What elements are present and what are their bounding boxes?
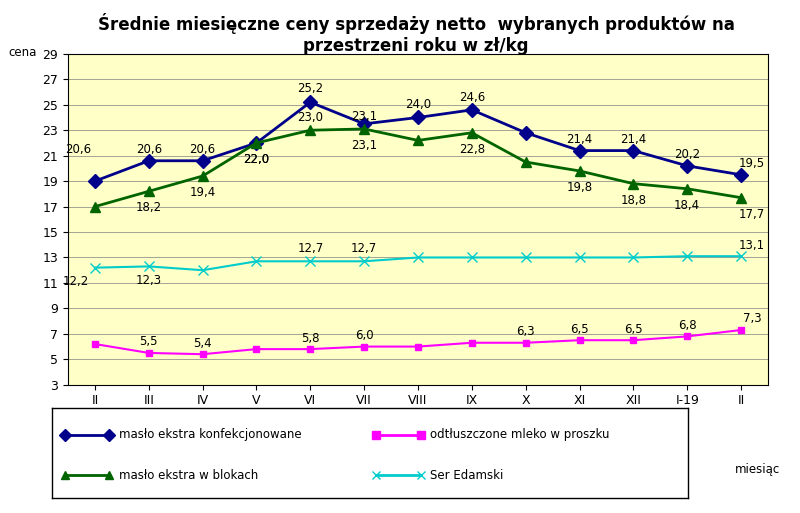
Text: 17,7: 17,7 [739,208,766,221]
Text: 20,6: 20,6 [136,143,162,156]
Text: masło ekstra konfekcjonowane: masło ekstra konfekcjonowane [118,428,302,441]
Text: 12,3: 12,3 [136,274,162,287]
Text: odtłuszczone mleko w proszku: odtłuszczone mleko w proszku [430,428,610,441]
Text: 6,5: 6,5 [570,323,589,336]
Text: 5,4: 5,4 [194,337,212,349]
Text: 21,4: 21,4 [566,133,593,146]
Text: 6,3: 6,3 [516,325,535,338]
Text: Średnie miesięczne ceny sprzedaży netto  wybranych produktów na
przestrzeni roku: Średnie miesięczne ceny sprzedaży netto … [98,13,734,54]
Text: 13,1: 13,1 [739,239,766,251]
Text: 22,8: 22,8 [458,143,485,156]
Text: 19,4: 19,4 [190,186,216,199]
Text: 12,7: 12,7 [351,242,378,255]
Text: miesiąc: miesiąc [734,463,780,476]
Text: 6,8: 6,8 [678,319,697,332]
Text: 21,4: 21,4 [620,133,646,146]
Text: masło ekstra w blokach: masło ekstra w blokach [118,469,258,482]
Text: 20,2: 20,2 [674,148,700,161]
Text: 24,6: 24,6 [458,91,485,104]
Text: 20,6: 20,6 [190,143,216,156]
Text: 23,0: 23,0 [298,111,323,124]
Text: cena: cena [8,46,36,59]
Text: 6,0: 6,0 [355,329,374,342]
Text: 18,8: 18,8 [620,194,646,207]
Text: 5,8: 5,8 [301,331,319,345]
Text: 12,2: 12,2 [62,275,89,288]
Text: 25,2: 25,2 [298,82,323,95]
Text: Ser Edamski: Ser Edamski [430,469,504,482]
Text: 24,0: 24,0 [405,98,431,111]
Text: 18,2: 18,2 [136,202,162,214]
Text: 22,0: 22,0 [243,153,270,166]
Text: 18,4: 18,4 [674,199,700,212]
Text: 23,1: 23,1 [351,139,378,152]
Text: 5,5: 5,5 [139,336,158,348]
Text: 23,1: 23,1 [351,110,378,123]
Text: 7,3: 7,3 [743,312,762,325]
Text: 19,5: 19,5 [739,157,766,170]
Text: 12,7: 12,7 [297,242,323,255]
Text: 22,0: 22,0 [243,153,270,166]
Text: 19,8: 19,8 [566,181,593,194]
Text: 6,5: 6,5 [624,323,642,336]
Text: 20,6: 20,6 [65,143,91,156]
